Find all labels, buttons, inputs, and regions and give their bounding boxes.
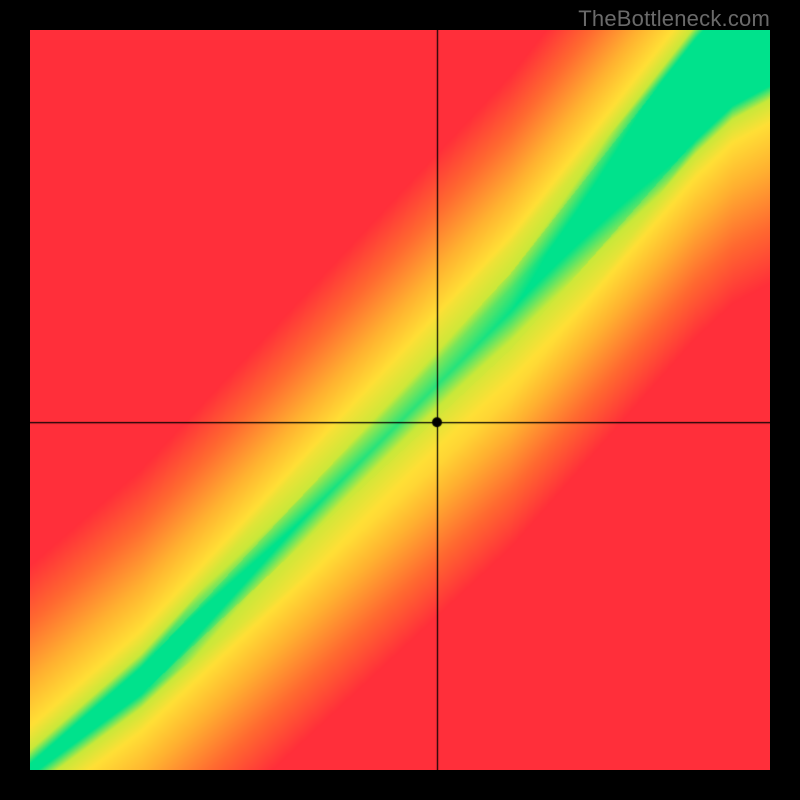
crosshair-overlay xyxy=(30,30,770,770)
bottleneck-heatmap xyxy=(30,30,770,770)
watermark-label: TheBottleneck.com xyxy=(578,6,770,32)
